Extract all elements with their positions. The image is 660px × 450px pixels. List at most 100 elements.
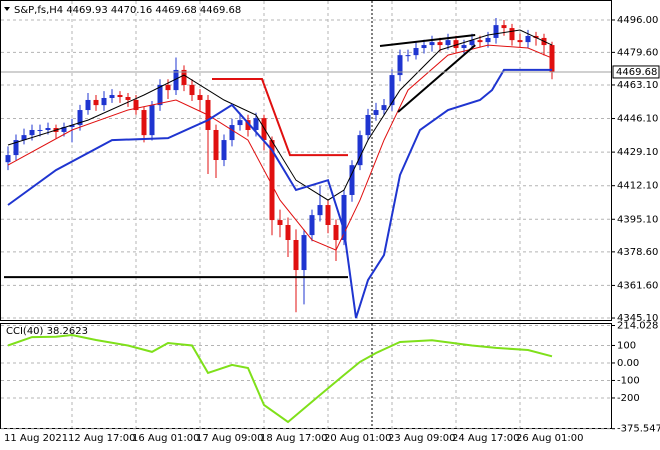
y-tick-label: 4446.10 (617, 114, 658, 125)
y-tick-label: -100 (617, 375, 640, 386)
candle-body (181, 69, 187, 85)
candle-body (357, 135, 363, 166)
candle-body (61, 127, 67, 132)
candle-body (141, 110, 147, 136)
indicator-title: CCI(40) 38.2623 (6, 326, 88, 337)
y-tick-label: 4395.10 (617, 214, 658, 225)
y-tick-label: 4345.10 (617, 313, 658, 324)
indicator-line (212, 78, 348, 157)
candle-body (349, 165, 355, 195)
candle-body (373, 110, 379, 115)
y-tick-label: -200 (617, 393, 640, 404)
last-price-box (612, 65, 660, 79)
candle-body (117, 95, 123, 98)
candle-body (85, 99, 91, 111)
candle-body (365, 114, 371, 136)
candle-body (229, 125, 235, 141)
candle-body (333, 224, 339, 241)
candle-body (381, 105, 387, 111)
candle-body (341, 194, 347, 241)
indicator-line (7, 29, 553, 201)
candle-body (5, 155, 11, 163)
y-tick-label: 100 (617, 340, 636, 351)
y-tick-label: 0.00 (617, 358, 639, 369)
indicator-line (7, 68, 552, 319)
candle-body (325, 205, 331, 225)
candle-body (469, 40, 475, 46)
indicator-line (397, 44, 476, 113)
candle-body (253, 118, 259, 130)
candle-body (69, 125, 75, 128)
candle-body (197, 95, 203, 100)
candle-body (45, 128, 51, 130)
candle-body (549, 45, 555, 72)
candle-body (173, 69, 179, 91)
candle-body (21, 135, 27, 141)
candle-body (301, 235, 307, 271)
candle-body (309, 215, 315, 236)
candle-body (389, 75, 395, 106)
candle-body (421, 45, 427, 49)
candle-body (285, 224, 291, 241)
candle-body (109, 95, 115, 98)
candle-body (261, 118, 267, 141)
candle-body (533, 35, 539, 38)
candle-body (29, 129, 35, 136)
candle-body (293, 240, 299, 271)
candle-body (437, 42, 443, 46)
candle-body (509, 28, 515, 41)
candle-body (37, 129, 43, 131)
candle-body (245, 120, 251, 130)
candle-body (93, 99, 99, 106)
chart-title: S&P,fs,H4 4469.93 4470.16 4469.68 4469.6… (14, 5, 241, 16)
y-tick-label: 4496.00 (617, 15, 658, 26)
candle-body (493, 25, 499, 38)
candle-body (125, 97, 131, 100)
dropdown-icon (4, 7, 10, 11)
candle-body (77, 110, 83, 126)
candle-body (277, 220, 283, 225)
candle-body (13, 140, 19, 156)
candle-body (525, 35, 531, 43)
candle-body (269, 140, 275, 221)
last-price-label: 4469.68 (616, 67, 657, 78)
x-tick-label: 11 Aug 2021 (4, 433, 68, 444)
candle-body (237, 120, 243, 126)
indicator-line (379, 34, 476, 47)
candle-body (165, 84, 171, 91)
y-tick-label: 4479.60 (617, 47, 658, 58)
candle-body (477, 40, 483, 43)
x-tick-label: 23 Aug 09:00 (388, 433, 455, 444)
y-tick-label: 4361.60 (617, 280, 658, 291)
candle-body (445, 40, 451, 46)
y-tick-label: 4429.10 (617, 147, 658, 158)
candle-body (317, 205, 323, 216)
x-tick-label: 12 Aug 17:00 (68, 433, 135, 444)
y-tick-label: 4378.60 (617, 247, 658, 258)
y-tick-label: 214.028 (617, 321, 658, 332)
candle-body (429, 42, 435, 46)
candle-body (413, 48, 419, 56)
x-tick-label: 16 Aug 01:00 (132, 433, 199, 444)
candle-body (501, 25, 507, 29)
candle-body (213, 129, 219, 161)
candle-body (485, 37, 491, 43)
y-tick-label: -375.5478 (617, 424, 660, 435)
candle-body (133, 99, 139, 111)
x-tick-label: 26 Aug 01:00 (516, 433, 583, 444)
y-tick-label: 4412.10 (617, 181, 658, 192)
cci-line (7, 333, 553, 424)
candle-body (453, 40, 459, 49)
x-tick-label: 18 Aug 17:00 (260, 433, 327, 444)
candle-body (461, 45, 467, 49)
x-tick-label: 17 Aug 09:00 (196, 433, 263, 444)
candle-body (189, 84, 195, 96)
candle-body (405, 55, 411, 57)
candle-body (221, 140, 227, 161)
y-tick-label: 4463.10 (617, 80, 658, 91)
candle-body (517, 40, 523, 43)
x-tick-label: 20 Aug 01:00 (324, 433, 391, 444)
candle-body (149, 105, 155, 136)
